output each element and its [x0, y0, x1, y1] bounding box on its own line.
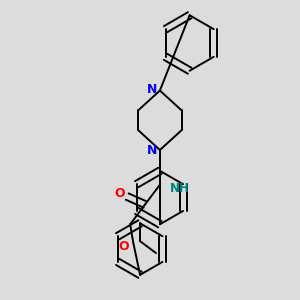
Text: N: N — [147, 83, 157, 96]
Text: N: N — [147, 145, 157, 158]
Text: NH: NH — [170, 182, 190, 195]
Text: O: O — [118, 240, 129, 253]
Text: O: O — [114, 187, 124, 200]
